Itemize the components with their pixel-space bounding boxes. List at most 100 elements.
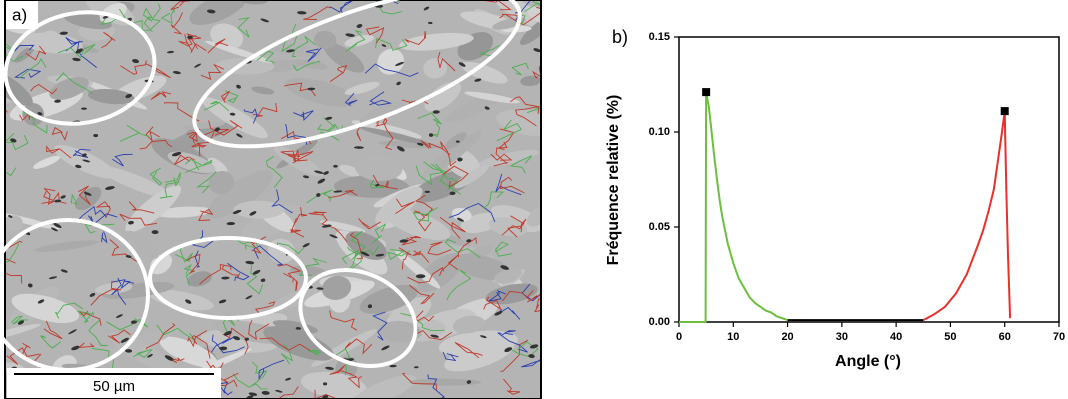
precipitate [395, 61, 404, 66]
grain-boundary [107, 329, 131, 344]
grain-boundary [416, 325, 453, 340]
grain [98, 165, 173, 199]
grain-boundary [521, 358, 541, 368]
ellipse [298, 267, 418, 369]
grain-boundary [75, 205, 107, 223]
grain-boundary [5, 167, 17, 177]
grain [295, 59, 328, 70]
precipitate [226, 222, 236, 226]
grain-boundary [57, 43, 96, 59]
grain-boundary [145, 126, 160, 143]
grain-boundary [207, 38, 229, 54]
precipitate [48, 276, 58, 280]
grain-boundary [500, 339, 529, 372]
precipitate [130, 320, 138, 324]
grain-boundary [200, 64, 224, 80]
grain-boundary [401, 372, 438, 390]
precipitate [219, 346, 228, 351]
grain [149, 253, 173, 275]
grain-boundary [225, 90, 239, 104]
grain-boundary [271, 189, 293, 214]
precipitate [458, 62, 466, 67]
grain [339, 164, 361, 177]
x-tick-label: 70 [1053, 331, 1065, 343]
precipitate [367, 304, 373, 309]
grain [187, 271, 213, 287]
precipitate [474, 78, 482, 82]
precipitate [60, 269, 68, 273]
precipitate [356, 24, 363, 28]
grain-boundary [149, 167, 163, 186]
precipitate [166, 50, 174, 54]
grain-boundary [414, 194, 434, 217]
chart: 0 10 20 30 40 50 60 70 0.00 0.05 0.10 0.15 [649, 31, 1066, 343]
precipitate [414, 366, 419, 369]
precipitate [53, 222, 62, 228]
grain [159, 336, 218, 368]
precipitate [10, 138, 17, 143]
precipitate [381, 44, 387, 47]
grain-boundary [437, 51, 456, 72]
x-axis-title: Angle (°) [835, 353, 901, 370]
precipitate [415, 274, 426, 279]
precipitate [323, 171, 329, 175]
precipitate [128, 220, 134, 225]
grain-boundary [145, 322, 176, 350]
grain-boundary [5, 109, 8, 114]
grain-boundary [372, 311, 388, 341]
grain-boundary [191, 335, 211, 359]
grain-boundary [170, 12, 183, 35]
precipitate [360, 251, 370, 257]
x-tick-label: 20 [781, 331, 793, 343]
grain [181, 121, 225, 130]
grain-boundary [328, 189, 358, 199]
grain-boundary [521, 283, 541, 302]
grain [496, 109, 541, 137]
grain-boundary [77, 342, 95, 349]
precipitate [260, 18, 269, 23]
grain [49, 76, 89, 100]
grain-boundary [133, 348, 153, 358]
precipitate [115, 314, 123, 318]
grain-boundary [30, 83, 58, 95]
precipitate [396, 81, 401, 86]
precipitate [528, 354, 535, 359]
grain [53, 145, 116, 179]
precipitate [83, 191, 92, 196]
grain-boundary [488, 290, 506, 302]
precipitate [246, 395, 254, 399]
precipitate [302, 175, 310, 179]
precipitate [261, 391, 270, 395]
precipitate [307, 87, 316, 91]
grain [321, 275, 352, 300]
grain-boundary [395, 198, 415, 214]
x-tick-label: 50 [944, 331, 956, 343]
grain-boundary [252, 102, 278, 117]
grain [350, 375, 417, 399]
grain-boundary [442, 351, 459, 362]
grain-boundary [404, 31, 427, 46]
precipitate [206, 9, 216, 14]
precipitate [232, 209, 242, 215]
precipitate [244, 337, 249, 341]
grain [207, 157, 228, 175]
grain-boundary [251, 361, 268, 386]
grain-boundary [314, 389, 337, 399]
grain-boundary [499, 13, 522, 19]
precipitate [427, 21, 433, 24]
grain-boundary [143, 3, 161, 33]
precipitate [27, 283, 33, 288]
grain-boundary [444, 239, 481, 259]
precipitate [389, 364, 397, 368]
grain-boundary [18, 58, 47, 79]
grain-boundary [187, 128, 229, 136]
grain-boundary [400, 312, 445, 331]
grain [74, 186, 102, 211]
precipitate [423, 6, 430, 11]
grain-boundary [163, 102, 200, 122]
grain-boundary [365, 26, 385, 44]
grain-boundary [119, 124, 150, 142]
grain-boundary [101, 31, 116, 49]
precipitate [466, 380, 472, 384]
